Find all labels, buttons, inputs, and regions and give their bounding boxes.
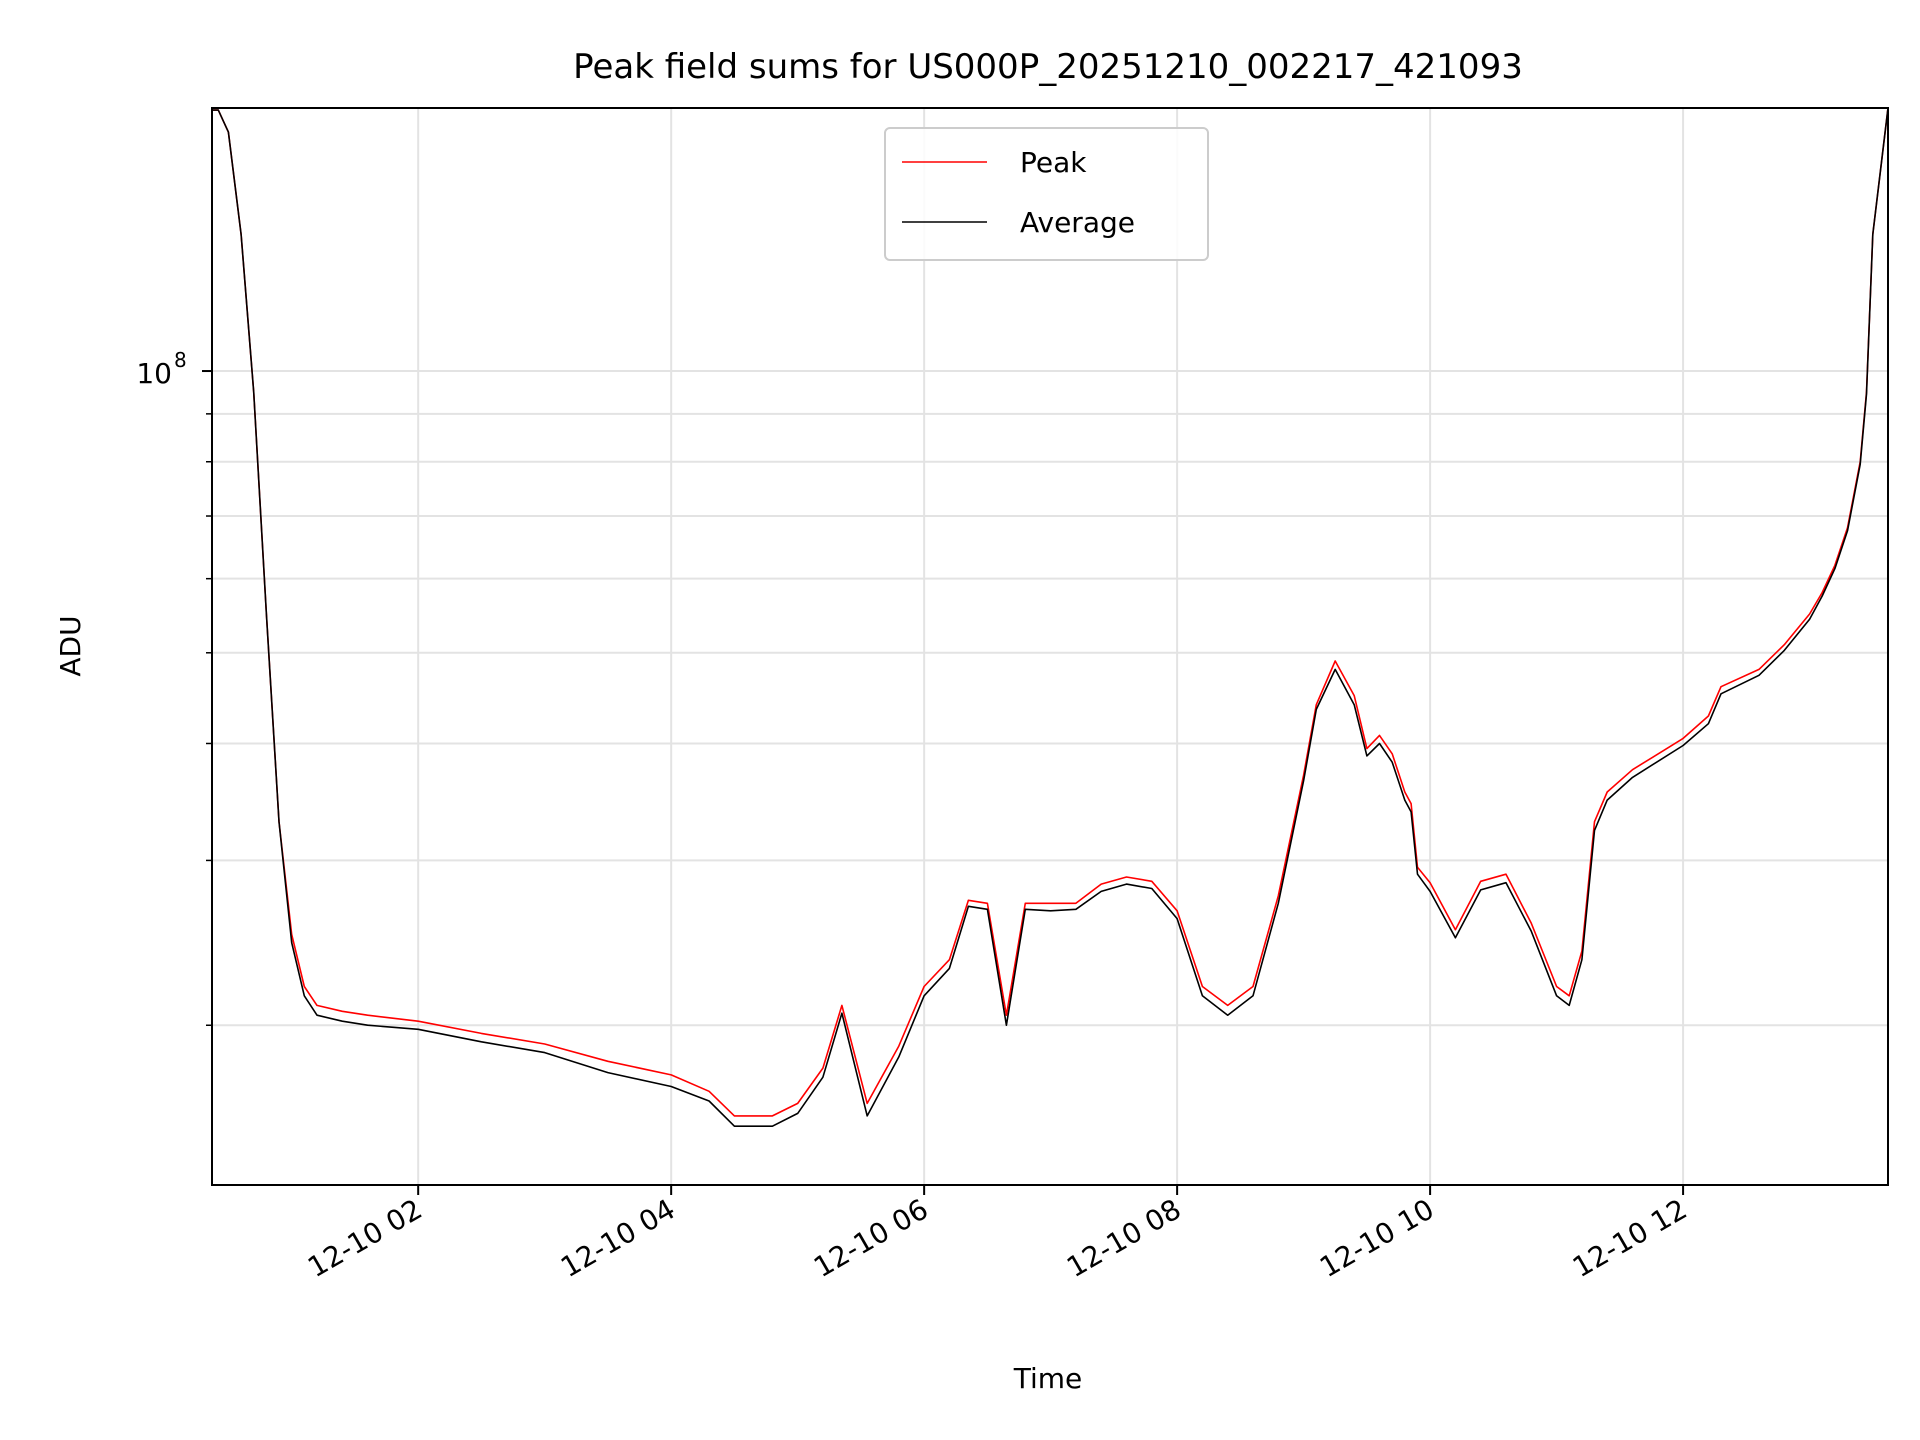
chart-title: Peak field sums for US000P_20251210_0022… (573, 47, 1523, 87)
y-tick-label-exponent: 8 (174, 348, 187, 372)
legend-label-average: Average (1020, 206, 1135, 239)
legend-label-peak: Peak (1020, 146, 1087, 179)
legend: Peak Average (884, 127, 1209, 261)
series-line-peak (212, 108, 1888, 1117)
plot-frame (211, 107, 1889, 1186)
y-tick-label-base: 10 (136, 357, 172, 390)
x-axis-label: Time (1013, 1362, 1083, 1395)
series-group (212, 108, 1888, 1127)
plot-area (212, 108, 1888, 1185)
y-axis-label: ADU (54, 615, 87, 676)
grid (212, 108, 1888, 1185)
series-line-average (212, 108, 1888, 1127)
legend-box (884, 127, 1209, 261)
